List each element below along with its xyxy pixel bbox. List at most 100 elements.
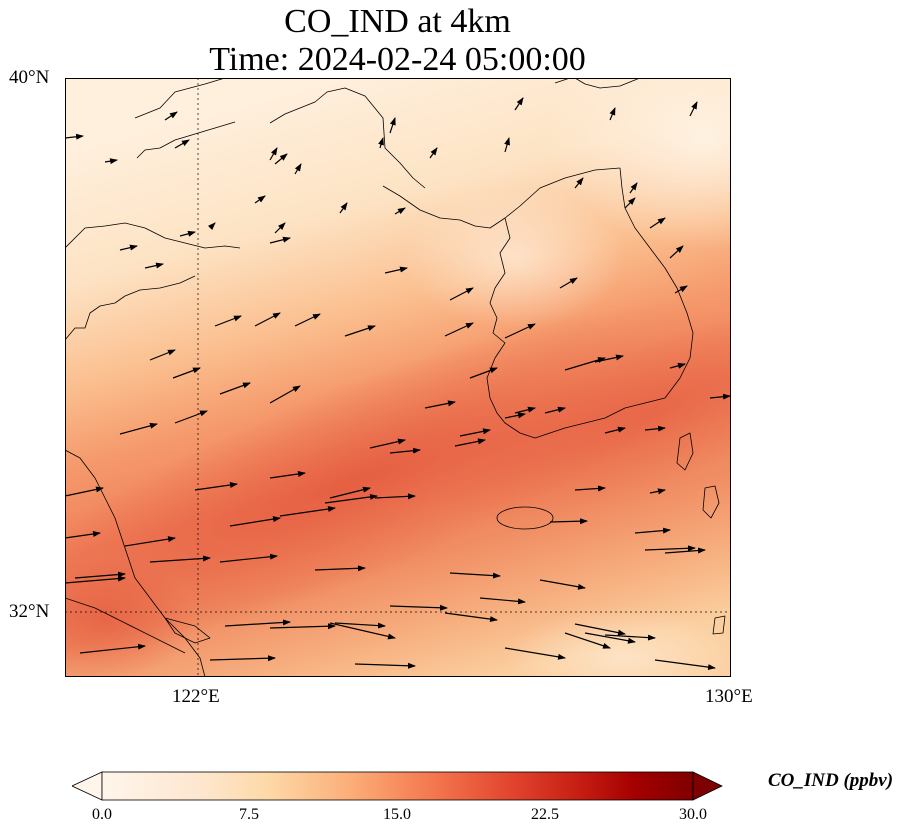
wind-arrow	[644, 425, 666, 432]
colorbar-graphic	[71, 771, 723, 801]
wind-arrow	[64, 531, 101, 539]
colorbar-ramp	[101, 771, 694, 801]
wind-arrow	[664, 547, 706, 554]
colorbar-extend-low	[71, 771, 103, 801]
wind-arrow	[314, 565, 366, 572]
wind-arrow	[654, 659, 716, 671]
wind-arrow	[172, 367, 201, 379]
wind-arrow	[269, 623, 336, 630]
wind-arrow	[669, 362, 686, 369]
wind-arrow	[444, 322, 474, 337]
wind-arrow	[629, 182, 638, 194]
colorbar-label: CO_IND (ppbv)	[768, 770, 894, 791]
wind-arrow	[79, 643, 146, 654]
wind-arrow	[274, 153, 288, 165]
wind-arrow	[609, 107, 616, 121]
wind-arrow	[339, 202, 348, 214]
wind-arrow	[669, 245, 684, 259]
wind-arrow	[649, 217, 666, 229]
wind-arrow	[269, 147, 278, 161]
wind-arrow	[644, 545, 696, 552]
wind-arrow	[454, 438, 486, 447]
wind-arrow	[514, 97, 524, 111]
wind-arrow	[219, 382, 251, 395]
wind-arrow	[514, 406, 536, 414]
wind-arrow	[219, 553, 278, 563]
wind-arrow	[424, 400, 456, 409]
wind-arrow	[689, 101, 698, 117]
colorbar-tick-2: 15.0	[383, 806, 411, 823]
colorbar-tick-3: 22.5	[531, 806, 559, 823]
wind-arrow	[294, 163, 302, 175]
wind-arrow	[559, 277, 578, 289]
wind-arrow	[254, 312, 281, 327]
map-canvas	[0, 28, 882, 708]
wind-arrow	[329, 622, 396, 640]
wind-arrow	[564, 632, 611, 649]
wind-arrow	[194, 482, 238, 491]
lat-tick-32: 32°N	[9, 601, 50, 622]
colorbar	[71, 771, 723, 801]
wind-arrow	[224, 619, 291, 627]
wind-arrow	[584, 632, 636, 644]
wind-arrow	[544, 406, 566, 414]
wind-arrow	[149, 349, 176, 361]
wind-arrow	[324, 493, 378, 504]
wind-arrow	[209, 655, 276, 662]
wind-arrow	[429, 147, 438, 159]
wind-arrow	[604, 634, 656, 641]
wind-arrow	[604, 426, 626, 434]
wind-arrow	[624, 197, 636, 209]
wind-arrow	[119, 244, 138, 251]
wind-arrow	[274, 222, 286, 234]
wind-arrow	[389, 117, 396, 134]
graticule	[65, 78, 731, 677]
wind-arrow	[179, 230, 196, 237]
wind-arrow	[149, 555, 211, 563]
wind-arrow	[444, 612, 498, 623]
wind-arrow	[344, 325, 376, 337]
colorbar-extend-high	[692, 771, 723, 801]
wind-arrow	[504, 137, 510, 153]
wind-arrow	[389, 604, 448, 611]
wind-arrow	[207, 222, 216, 231]
wind-arrow	[229, 516, 281, 527]
wind-arrow	[378, 137, 384, 149]
wind-arrow	[539, 579, 586, 590]
wind-arrow	[104, 158, 118, 165]
wind-arrow	[144, 262, 164, 269]
map-time-subtitle: Time: 2024-02-24 05:00:00	[209, 41, 586, 78]
wind-arrow	[294, 313, 321, 327]
wind-arrow	[334, 622, 386, 629]
wind-arrow	[174, 139, 190, 149]
wind-arrow	[459, 428, 491, 437]
lat-tick-40: 40°N	[9, 67, 50, 88]
wind-arrow	[354, 662, 416, 669]
wind-arrow	[674, 285, 688, 294]
colorbar-tick-4: 30.0	[679, 806, 707, 823]
wind-arrow	[269, 385, 301, 404]
wind-arrow	[594, 354, 624, 363]
wind-arrow	[709, 393, 731, 400]
colorbar-tick-0: 0.0	[92, 806, 112, 823]
wind-arrow	[64, 486, 104, 497]
lon-tick-122: 122°E	[172, 686, 220, 707]
lon-tick-130: 130°E	[705, 686, 753, 707]
wind-arrow	[119, 422, 158, 435]
wind-arrow	[124, 536, 176, 547]
wind-arrow	[449, 572, 501, 579]
wind-arrow	[504, 647, 566, 660]
wind-arrow	[74, 571, 126, 579]
map-panel	[0, 28, 882, 708]
wind-arrow	[574, 485, 606, 492]
wind-arrow	[64, 133, 84, 140]
wind-arrow	[504, 323, 536, 339]
wind-arrow	[389, 447, 421, 454]
colorbar-tick-1: 7.5	[239, 806, 259, 823]
wind-arrow	[549, 518, 588, 525]
wind-arrow	[504, 412, 526, 419]
wind-arrow	[574, 623, 626, 636]
wind-arrow	[164, 111, 178, 121]
wind-arrow	[374, 493, 416, 500]
wind-arrow	[279, 506, 336, 517]
